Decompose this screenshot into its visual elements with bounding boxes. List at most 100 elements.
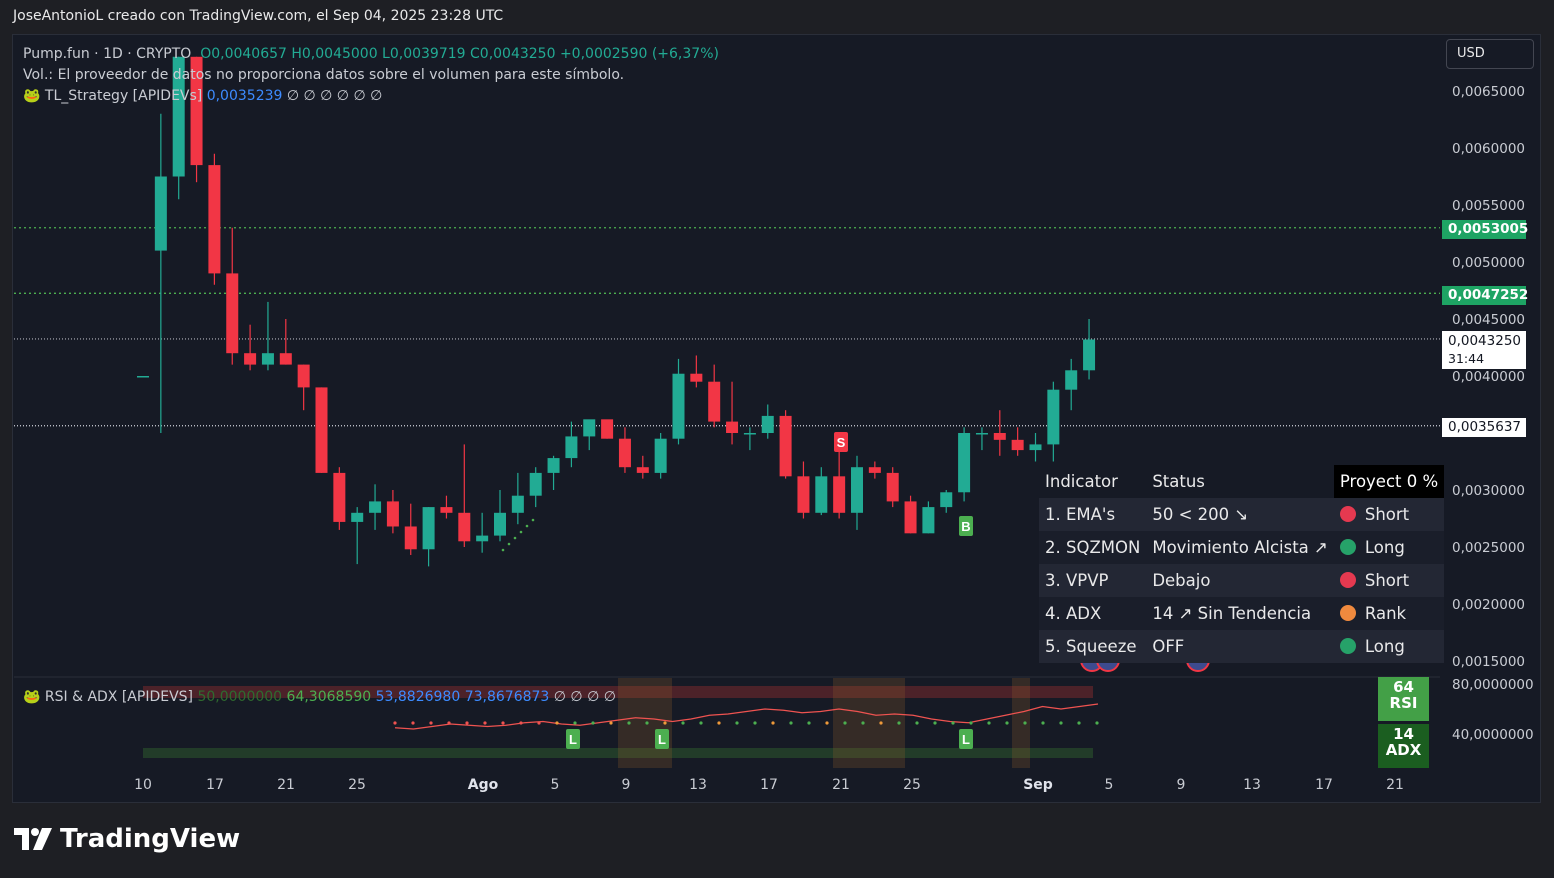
adx-dot xyxy=(591,721,595,725)
header-projection: Proyect 0 % xyxy=(1333,465,1445,498)
adx-dot xyxy=(933,721,937,725)
strategy-dot xyxy=(507,542,511,546)
candle-body xyxy=(154,176,167,251)
x-tick: 21 xyxy=(1386,777,1404,793)
adx-dot xyxy=(735,721,739,725)
strategy-dot xyxy=(531,518,535,522)
candle-body xyxy=(708,381,721,422)
strategy-nulls: ∅ ∅ ∅ ∅ ∅ ∅ xyxy=(286,88,383,104)
candle-body xyxy=(779,415,792,477)
current-price-value: 0,0043250 xyxy=(1448,333,1522,349)
candle-body xyxy=(458,512,471,542)
long-marker-text: L xyxy=(658,732,666,747)
candle-body xyxy=(226,273,239,354)
candle-body xyxy=(904,501,917,534)
adx-dot xyxy=(771,721,775,725)
signal-text: Short xyxy=(1364,505,1410,524)
adx-dot xyxy=(537,721,541,725)
header-indicator: Indicator xyxy=(1039,465,1147,498)
short-dot-icon xyxy=(1339,506,1356,522)
rsi-adx-value-3: 53,8826980 xyxy=(375,689,461,705)
adx-label: ADX xyxy=(1385,741,1422,759)
candle-body xyxy=(137,376,149,378)
candle-body xyxy=(940,492,953,508)
candle-body xyxy=(1047,389,1060,445)
x-tick: 17 xyxy=(1315,777,1333,793)
brand-name: TradingView xyxy=(60,824,241,854)
adx-dot xyxy=(789,721,793,725)
candle-body xyxy=(547,458,560,473)
adx-dot xyxy=(753,721,757,725)
candle-body xyxy=(958,433,971,493)
candle-body xyxy=(743,433,756,435)
candle-body xyxy=(529,472,542,496)
candle-body xyxy=(261,353,274,365)
currency-button[interactable]: USD xyxy=(1446,39,1534,69)
long-dot-icon xyxy=(1339,539,1356,555)
candle-body xyxy=(386,501,399,527)
strategy-value: 0,0035239 xyxy=(206,88,283,104)
candle-body xyxy=(654,438,667,473)
attribution: JoseAntonioL creado con TradingView.com,… xyxy=(13,8,504,24)
candle-body xyxy=(190,56,203,166)
candle-body xyxy=(868,467,881,473)
rsi-adx-nulls: ∅ ∅ ∅ ∅ xyxy=(553,689,616,705)
row-signal: Rank xyxy=(1333,597,1445,630)
x-tick: 25 xyxy=(348,777,366,793)
chart-frame[interactable] xyxy=(12,34,1541,803)
row-status: 14 ↗ Sin Tendencia xyxy=(1146,597,1334,630)
row-indicator: 5. Squeeze xyxy=(1039,630,1147,663)
row-status: OFF xyxy=(1146,630,1334,663)
candle-body xyxy=(815,476,828,513)
y-tick: 0,0050000 xyxy=(1452,255,1526,271)
strategy-line[interactable]: 🐸 TL_Strategy [APIDEVs] 0,0035239 ∅ ∅ ∅ … xyxy=(23,86,719,107)
table-row: 1. EMA's 50 < 200 ↘ Short xyxy=(1039,498,1445,531)
adx-dot xyxy=(897,721,901,725)
candle-body xyxy=(565,436,578,459)
candle-body xyxy=(315,387,328,473)
adx-dot xyxy=(483,721,487,725)
x-tick: 9 xyxy=(621,777,631,793)
y-tick: 0,0060000 xyxy=(1452,141,1526,157)
y-tick: 0,0020000 xyxy=(1452,597,1526,613)
table-row: 5. Squeeze OFF Long xyxy=(1039,630,1445,663)
x-tick: 21 xyxy=(277,777,295,793)
y-tick: 0,0025000 xyxy=(1452,540,1526,556)
ohlc-values: O0,0040657 H0,0045000 L0,0039719 C0,0043… xyxy=(200,46,719,62)
tradingview-logo[interactable]: TradingView xyxy=(14,824,240,854)
adx-dot xyxy=(699,721,703,725)
long-marker xyxy=(566,729,580,749)
tradingview-logo-icon xyxy=(14,828,52,850)
rsi-adx-legend[interactable]: 🐸 RSI & ADX [APIDEVS] 50,0000000 64,3068… xyxy=(23,689,616,705)
symbol-name[interactable]: Pump.fun · 1D · CRYPTO xyxy=(23,46,192,62)
rsi-label: RSI xyxy=(1389,694,1418,712)
y-tick: 0,0030000 xyxy=(1452,483,1526,499)
y-tick: 0,0040000 xyxy=(1452,369,1526,385)
adx-dot xyxy=(969,721,973,725)
candle-body xyxy=(726,421,739,433)
y-tick: 0,0015000 xyxy=(1452,654,1526,670)
rsi-line xyxy=(394,703,1099,730)
candle-body xyxy=(440,507,453,513)
rsi-value: 64 xyxy=(1393,678,1414,696)
adx-dot xyxy=(843,721,847,725)
strategy-dot xyxy=(513,536,517,540)
table-row: 2. SQZMON Movimiento Alcista ↗ Long xyxy=(1039,531,1445,564)
adx-dot xyxy=(447,721,451,725)
adx-dot xyxy=(681,721,685,725)
adx-value: 14 xyxy=(1393,725,1414,743)
candle-body xyxy=(351,512,364,522)
frog-icon: 🐸 xyxy=(23,689,41,705)
table-row: 3. VPVP Debajo Short xyxy=(1039,564,1445,597)
signal-text: Long xyxy=(1364,538,1405,557)
sub-y-tick-40: 40,0000000 xyxy=(1452,727,1534,743)
long-marker xyxy=(655,729,669,749)
x-tick: 17 xyxy=(760,777,778,793)
support-label: 0,0035637 xyxy=(1442,418,1526,437)
candle-body xyxy=(279,353,292,365)
buy-marker xyxy=(959,516,973,536)
signal-text: Long xyxy=(1364,637,1405,656)
adx-dot xyxy=(555,721,559,725)
candle-body xyxy=(851,467,863,513)
